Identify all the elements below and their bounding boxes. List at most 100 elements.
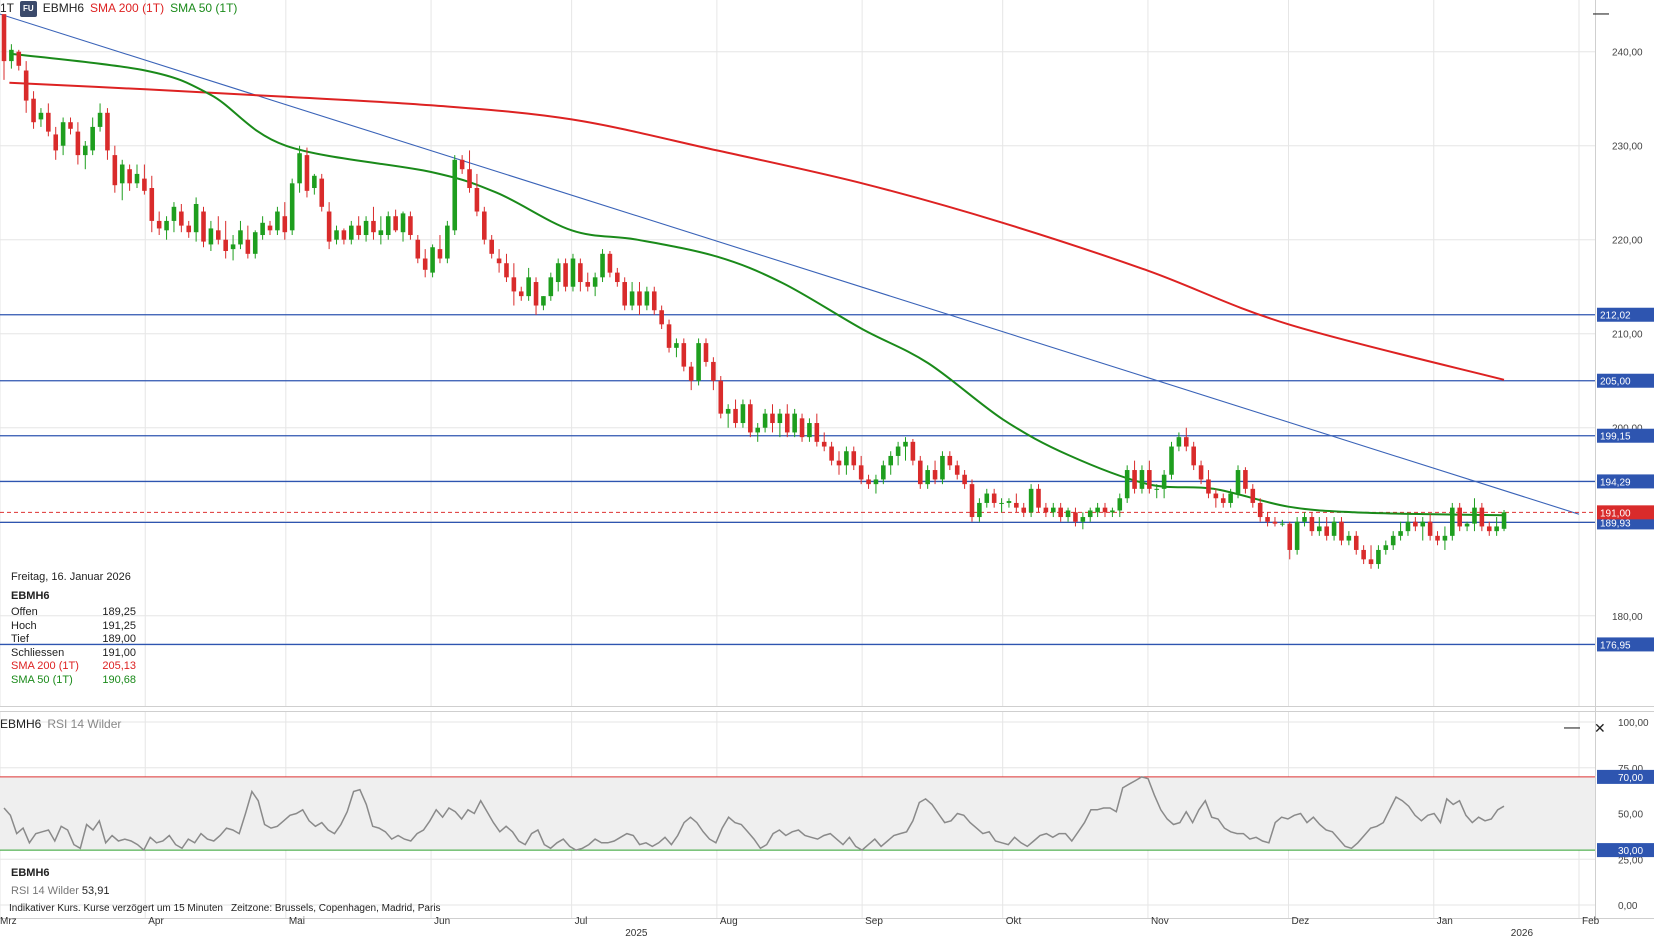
candle <box>629 282 635 311</box>
candle-body <box>1235 470 1241 494</box>
candle-body <box>984 493 990 503</box>
candle-body <box>1132 470 1137 489</box>
candle-body <box>1184 437 1189 447</box>
info-row-close: Schliessen 191,00 <box>11 646 136 659</box>
candle-body <box>223 239 228 252</box>
candle <box>548 272 554 301</box>
candle-body <box>1501 512 1507 529</box>
candle <box>38 108 44 127</box>
candle-body <box>134 173 140 184</box>
main-panel-minimize-icon[interactable]: — <box>1593 5 1609 22</box>
month-label: Mai <box>289 916 305 927</box>
candle-body <box>275 211 280 231</box>
candle-body <box>873 479 879 485</box>
candle-body <box>1176 437 1182 447</box>
candle <box>962 470 967 489</box>
sma50-legend[interactable]: SMA 50 (1T) <box>170 1 238 15</box>
candle <box>282 202 288 240</box>
candle <box>1265 512 1270 527</box>
candle-body <box>452 159 458 231</box>
candle-body <box>881 465 886 480</box>
candle <box>164 216 169 240</box>
candle <box>68 117 73 135</box>
candle <box>740 399 746 428</box>
candle-body <box>334 230 339 240</box>
info-symbol: EBMH6 <box>11 589 50 602</box>
candle <box>223 220 228 259</box>
candle-body <box>1 14 7 62</box>
candle <box>1486 521 1492 536</box>
candle-body <box>16 51 22 66</box>
candle <box>1280 519 1285 527</box>
candle-body <box>1191 446 1196 466</box>
candle <box>504 253 509 283</box>
candle-body <box>1257 502 1263 518</box>
candle <box>252 230 258 259</box>
rsi-title-indicator[interactable]: RSI 14 Wilder <box>47 717 122 731</box>
candle <box>1191 441 1196 471</box>
candle-body <box>1376 549 1381 565</box>
candle-body <box>740 404 746 424</box>
candle <box>1457 502 1462 532</box>
candle <box>888 451 894 475</box>
candle-body <box>378 230 384 236</box>
candle <box>1206 470 1211 499</box>
level-label: 199,15 <box>1600 432 1631 443</box>
candle <box>585 272 591 292</box>
candle <box>156 211 162 236</box>
candle-body <box>511 277 517 292</box>
candle-body <box>1272 521 1278 524</box>
candle-body <box>1198 465 1204 480</box>
candle-body <box>629 291 635 306</box>
candle <box>467 150 472 193</box>
candle <box>1250 484 1256 508</box>
candle-body <box>851 451 857 466</box>
candle-body <box>1331 521 1337 536</box>
candle-body <box>23 70 29 101</box>
candle <box>1117 493 1123 518</box>
candle-body <box>1243 470 1248 489</box>
candle <box>829 441 834 466</box>
month-label: Jun <box>434 916 450 927</box>
info-row-sma50: SMA 50 (1T) 190,68 <box>11 673 136 686</box>
candle-body <box>319 178 325 207</box>
candle-body <box>9 49 14 62</box>
candle-body <box>1427 521 1433 536</box>
candle <box>718 376 724 419</box>
candle <box>371 206 376 240</box>
candle <box>917 455 923 489</box>
candle <box>703 338 709 367</box>
candle-body <box>90 126 95 151</box>
candle <box>637 282 642 315</box>
candle <box>1228 488 1233 508</box>
candle <box>770 404 775 433</box>
candle <box>711 357 716 391</box>
candle-body <box>289 183 295 231</box>
candle <box>733 399 738 428</box>
candle <box>482 206 487 245</box>
candle <box>903 437 908 461</box>
info-row-sma200: SMA 200 (1T) 205,13 <box>11 660 136 672</box>
sma200-legend[interactable]: SMA 200 (1T) <box>90 1 165 15</box>
rsi-close-icon[interactable]: ✕ <box>1594 720 1606 736</box>
candle <box>555 258 561 292</box>
last-price-label: 191,00 <box>1600 508 1631 519</box>
candle <box>1102 502 1108 518</box>
candle <box>1161 470 1167 499</box>
candle <box>378 216 384 245</box>
candle <box>674 338 679 358</box>
candle-body <box>1028 488 1034 513</box>
candle <box>659 305 664 330</box>
symbol-label[interactable]: EBMH6 <box>42 1 85 15</box>
candle <box>97 103 103 132</box>
candle <box>363 216 369 242</box>
rsi-minimize-icon[interactable]: — <box>1564 719 1580 736</box>
candle <box>807 418 812 442</box>
candle-body <box>1213 493 1219 499</box>
month-label: Okt <box>1006 916 1022 927</box>
level-label-box <box>1597 428 1654 443</box>
rsi-title-symbol: EBMH6 <box>0 717 42 731</box>
candle-body <box>607 253 613 273</box>
candle-body <box>1339 521 1344 541</box>
